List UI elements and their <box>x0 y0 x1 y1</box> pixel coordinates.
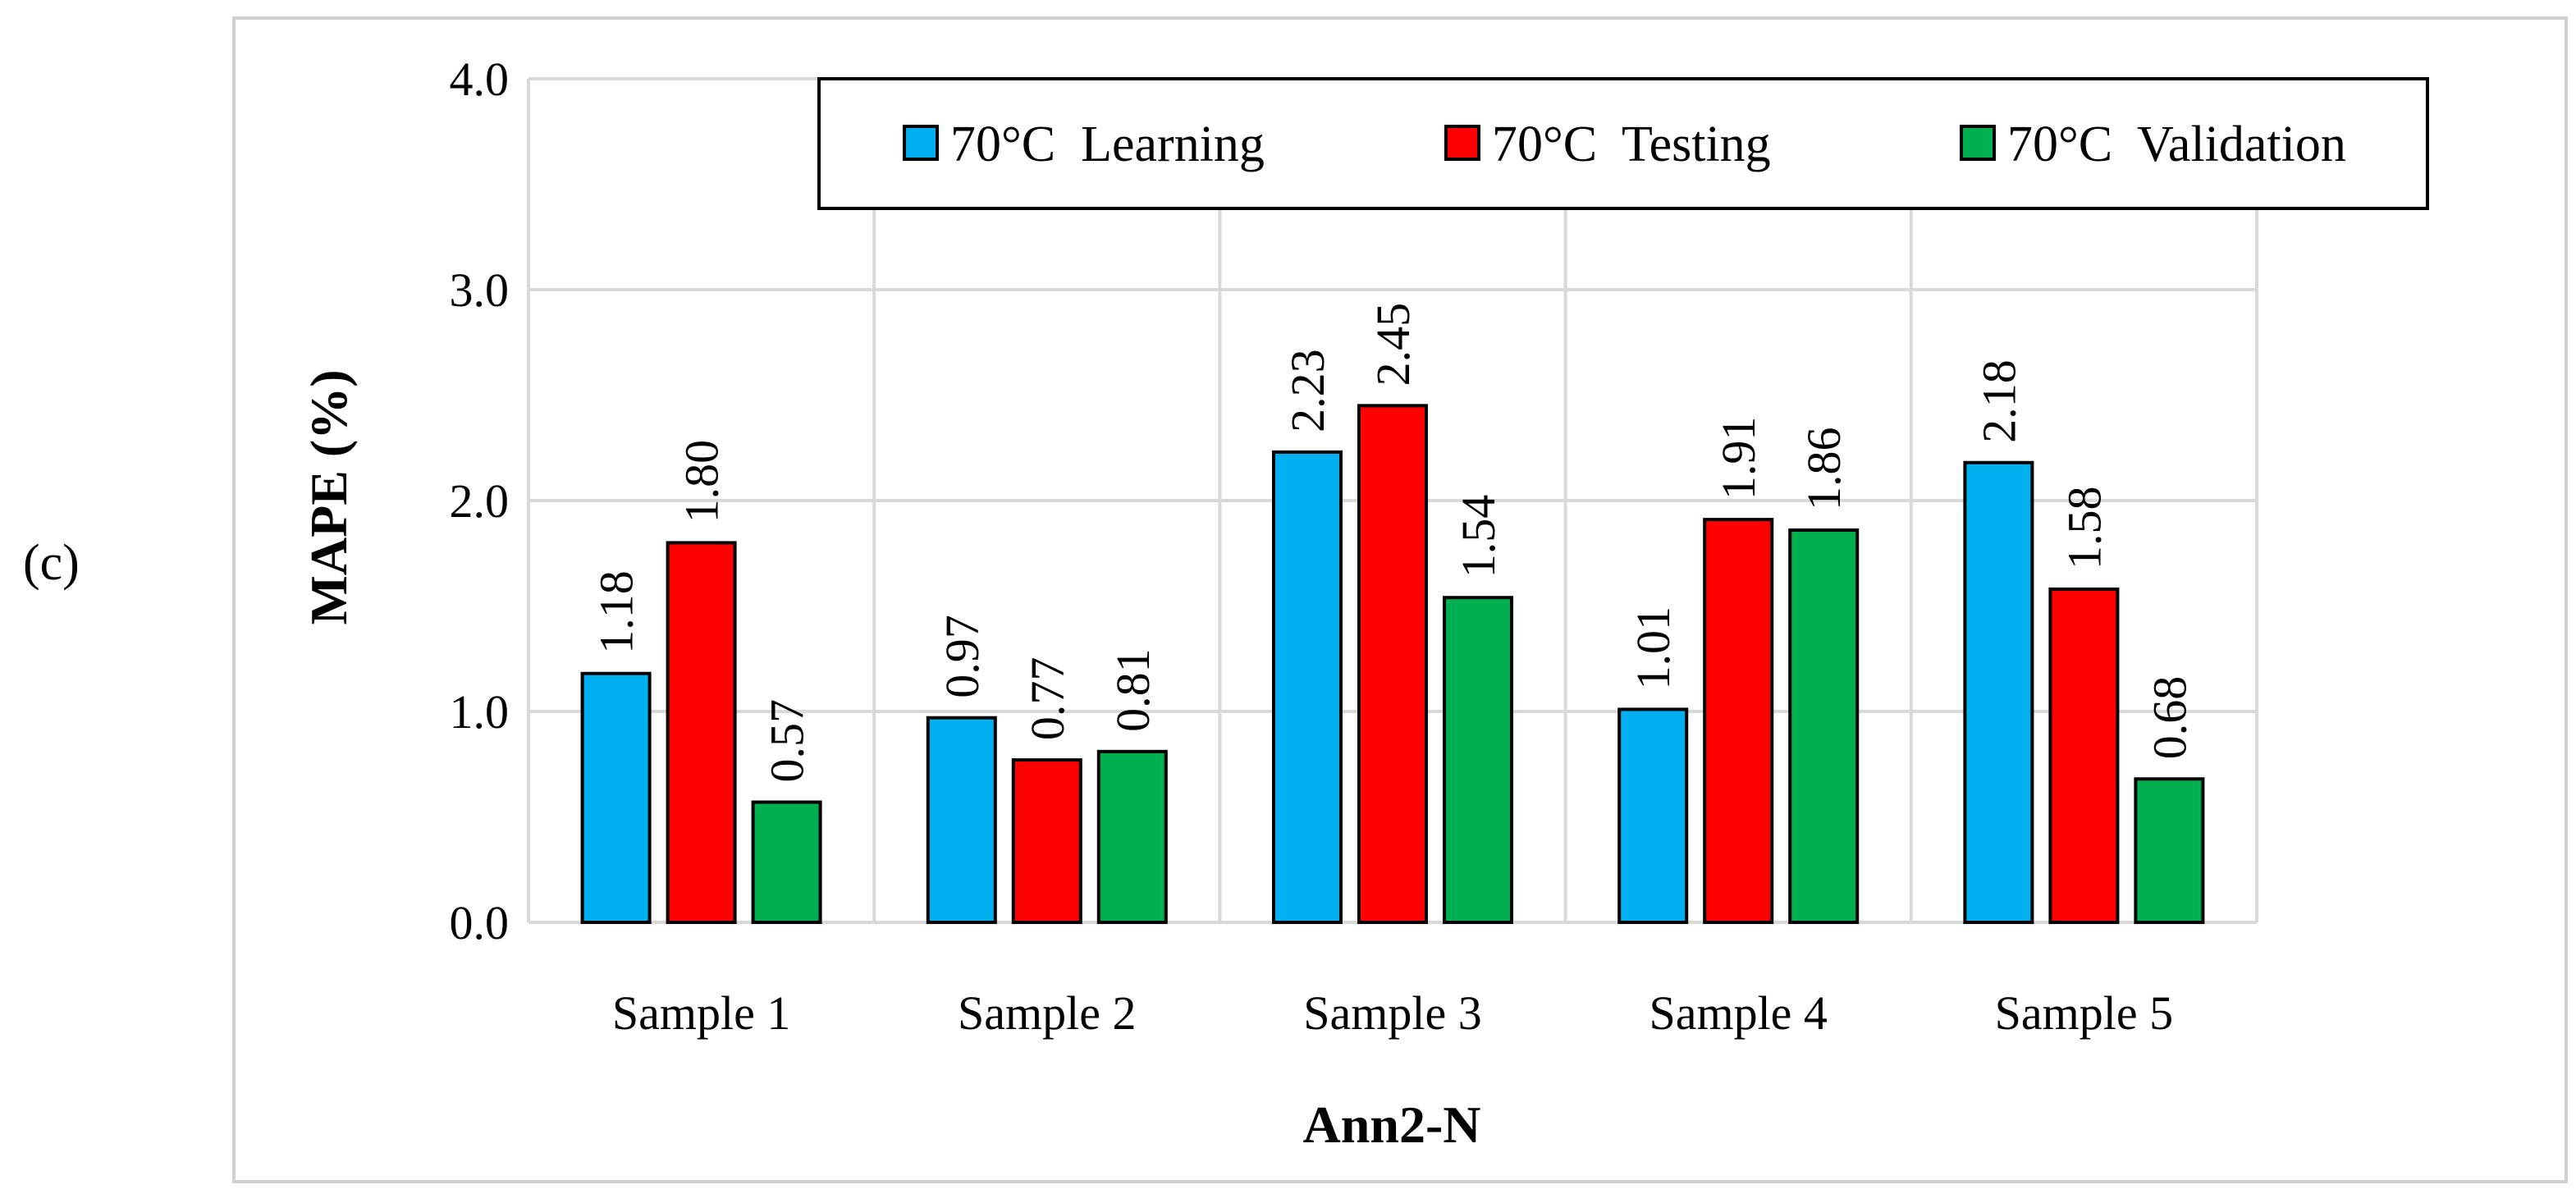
data-label: 1.91 <box>1712 417 1765 501</box>
data-label: 1.18 <box>590 570 643 654</box>
data-label: 0.68 <box>2143 676 2196 760</box>
data-labels: 1.18 1.80 0.57 0.97 0.77 0.81 2.23 2.45 1.54 1.01… <box>590 303 2197 783</box>
bar <box>1011 758 1082 924</box>
bar <box>1788 528 1860 924</box>
data-label: 0.81 <box>1106 648 1160 732</box>
data-label: 2.45 <box>1366 303 1420 387</box>
bar <box>1096 749 1168 925</box>
bar <box>1617 707 1689 924</box>
x-tick-label: Sample 5 <box>1995 986 2173 1040</box>
data-label: 2.18 <box>1972 359 2025 443</box>
bar <box>2134 777 2205 924</box>
legend-box <box>817 77 2429 210</box>
bars <box>580 404 2205 925</box>
y-axis-label: MAPE (%) <box>300 369 358 624</box>
legend-label: 70°C Learning <box>950 117 1265 172</box>
data-label: 0.77 <box>1021 657 1074 741</box>
y-axis-ticks: 0.0 1.0 2.0 3.0 4.0 <box>450 53 510 949</box>
x-axis-ticks: Sample 1 Sample 2 Sample 3 Sample 4 Sample 5 <box>612 986 2173 1040</box>
bar <box>1703 518 1774 924</box>
data-label: 2.23 <box>1281 349 1334 432</box>
x-tick-label: Sample 3 <box>1303 986 1481 1040</box>
bar <box>751 800 822 925</box>
x-axis-label: Ann2-N <box>1303 1096 1481 1154</box>
x-tick-label: Sample 1 <box>612 986 790 1040</box>
bar <box>1963 460 2034 924</box>
bar <box>1357 404 1428 925</box>
legend-label: 70°C Testing <box>1492 117 1771 172</box>
x-tick-label: Sample 2 <box>958 986 1136 1040</box>
data-label: 1.86 <box>1797 427 1851 510</box>
y-tick-label: 1.0 <box>450 685 510 739</box>
x-tick-label: Sample 4 <box>1649 986 1827 1040</box>
data-label: 0.57 <box>761 699 814 783</box>
data-label: 1.54 <box>1452 495 1505 579</box>
legend: 70°C Learning 70°C Testing 70°C Validation <box>817 77 2429 210</box>
legend-label: 70°C Validation <box>2007 117 2346 172</box>
legend-swatch <box>1444 125 1480 161</box>
bar <box>1443 596 1513 924</box>
bar <box>666 541 737 925</box>
panel-label: (c) <box>23 535 80 591</box>
bar <box>2048 587 2120 924</box>
y-tick-label: 4.0 <box>450 53 510 106</box>
data-label: 1.58 <box>2057 486 2111 569</box>
bar <box>1272 450 1343 924</box>
data-label: 1.80 <box>675 440 729 524</box>
y-tick-label: 3.0 <box>450 263 510 317</box>
bar <box>580 671 652 924</box>
y-tick-label: 0.0 <box>450 896 510 949</box>
y-tick-label: 2.0 <box>450 474 510 528</box>
legend-swatch <box>1960 125 1996 161</box>
bar <box>926 716 997 925</box>
data-label: 1.01 <box>1627 606 1680 690</box>
data-label: 0.97 <box>936 615 989 698</box>
legend-swatch <box>903 125 939 161</box>
